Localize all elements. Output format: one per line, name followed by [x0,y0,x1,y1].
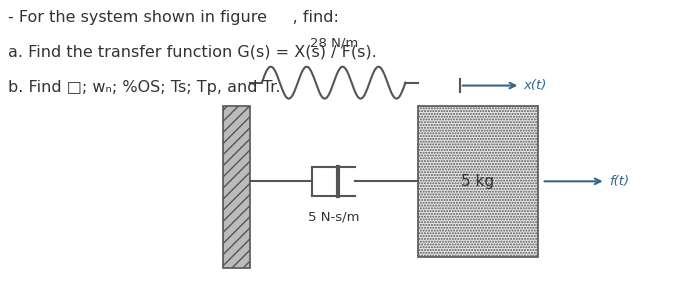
Text: x(t): x(t) [524,79,547,92]
Text: b. Find □; wₙ; %OS; Ts; Tp, and Tr.: b. Find □; wₙ; %OS; Ts; Tp, and Tr. [8,80,280,95]
Text: 5 kg: 5 kg [462,174,495,189]
Text: - For the system shown in figure     , find:: - For the system shown in figure , find: [8,10,339,25]
Text: 5 N-s/m: 5 N-s/m [308,210,359,223]
Text: a. Find the transfer function G(s) = X(s) / F(s).: a. Find the transfer function G(s) = X(s… [8,45,377,60]
Bar [418,106,539,257]
Text: f(t): f(t) [609,175,629,188]
Text: 28 N/m: 28 N/m [309,36,358,49]
Bar [223,106,250,268]
